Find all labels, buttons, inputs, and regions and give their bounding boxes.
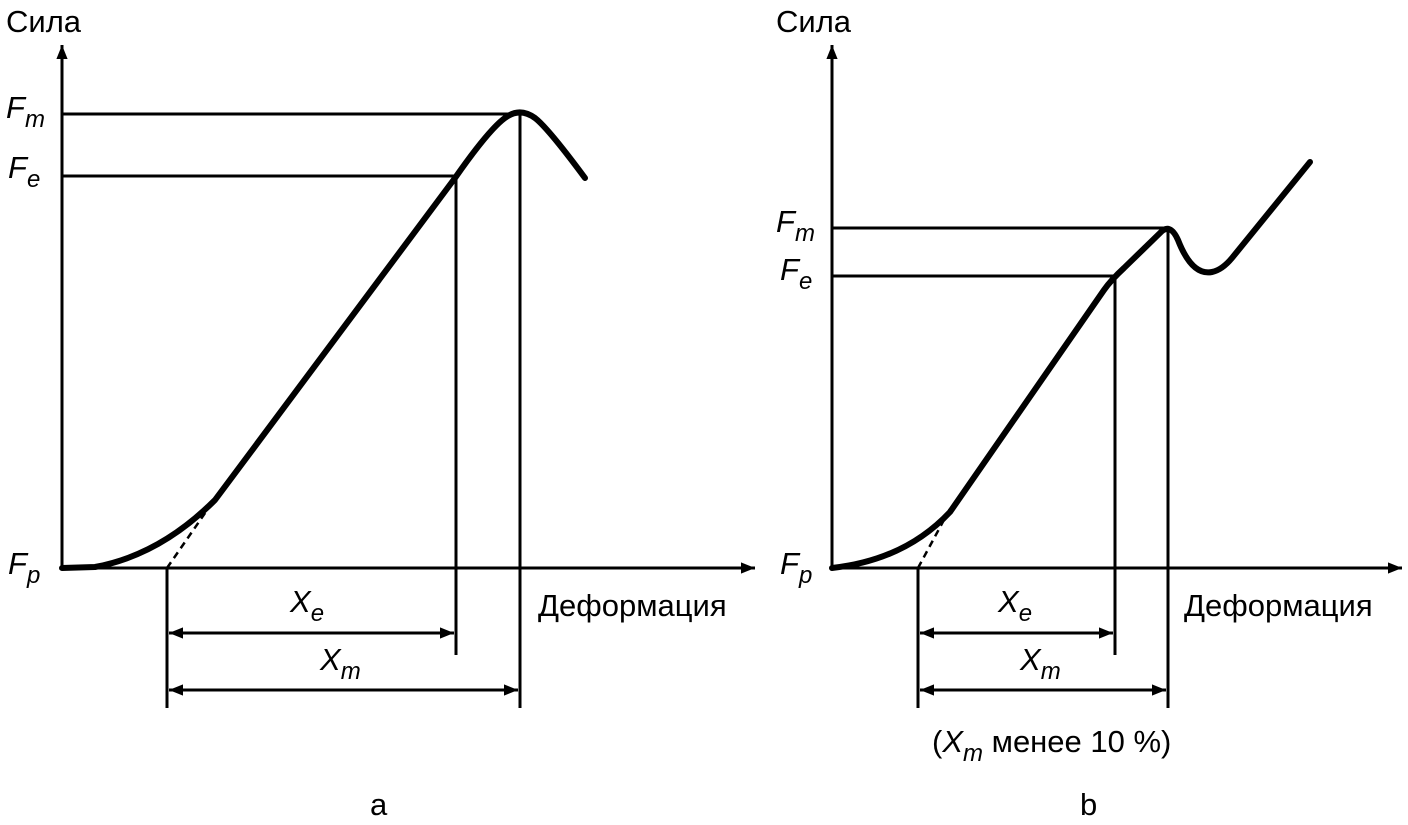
note-sub: m — [963, 740, 983, 767]
x-axis-label: Деформация — [1184, 588, 1373, 623]
label-main: X — [1019, 642, 1042, 677]
curve — [59, 109, 588, 571]
xe-label: Xe — [997, 584, 1032, 627]
label-sub: e — [799, 268, 812, 295]
label-main: X — [289, 584, 312, 619]
label-sub: e — [311, 600, 324, 627]
label-sub: m — [1041, 658, 1061, 685]
label-sub: e — [27, 166, 40, 193]
label-sub: m — [341, 658, 361, 685]
label-sub: e — [1019, 600, 1032, 627]
label-sub: p — [798, 562, 812, 589]
x-axis-label: Деформация — [538, 588, 727, 623]
note-rest: менее 10 %) — [983, 724, 1171, 759]
fe-label: Fe — [780, 252, 812, 295]
note-main: X — [941, 724, 964, 759]
fe-label: Fe — [8, 150, 40, 193]
fm-label: Fm — [776, 204, 815, 247]
y-axis-label: Сила — [776, 4, 852, 39]
note: (Xm менее 10 %) — [932, 724, 1171, 767]
label-main: F — [6, 90, 27, 125]
label-sub: p — [26, 562, 40, 589]
label-sub: m — [25, 106, 45, 133]
note-open: ( — [932, 724, 943, 759]
fm-label: Fm — [6, 90, 45, 133]
xe-label: Xe — [289, 584, 324, 627]
y-axis-label: Сила — [6, 4, 82, 39]
label-main: X — [997, 584, 1020, 619]
caption: b — [1080, 787, 1097, 822]
panel-a: Сила Fm Fe Fp Xe Xm Деформация a — [6, 4, 755, 822]
label-main: F — [780, 546, 801, 581]
fp-label: Fp — [780, 546, 812, 589]
label-main: F — [8, 150, 29, 185]
caption: a — [370, 787, 388, 822]
label-sub: m — [795, 220, 815, 247]
curve — [829, 159, 1313, 571]
label-main: F — [776, 204, 797, 239]
label-main: F — [780, 252, 801, 287]
panel-b: Сила Fm Fe Fp Xe Xm Деформация (Xm менее… — [776, 4, 1402, 822]
label-main: F — [8, 546, 29, 581]
fp-label: Fp — [8, 546, 40, 589]
xm-label: Xm — [1019, 642, 1061, 685]
tangent — [165, 502, 214, 569]
label-main: X — [319, 642, 342, 677]
xm-label: Xm — [319, 642, 361, 685]
